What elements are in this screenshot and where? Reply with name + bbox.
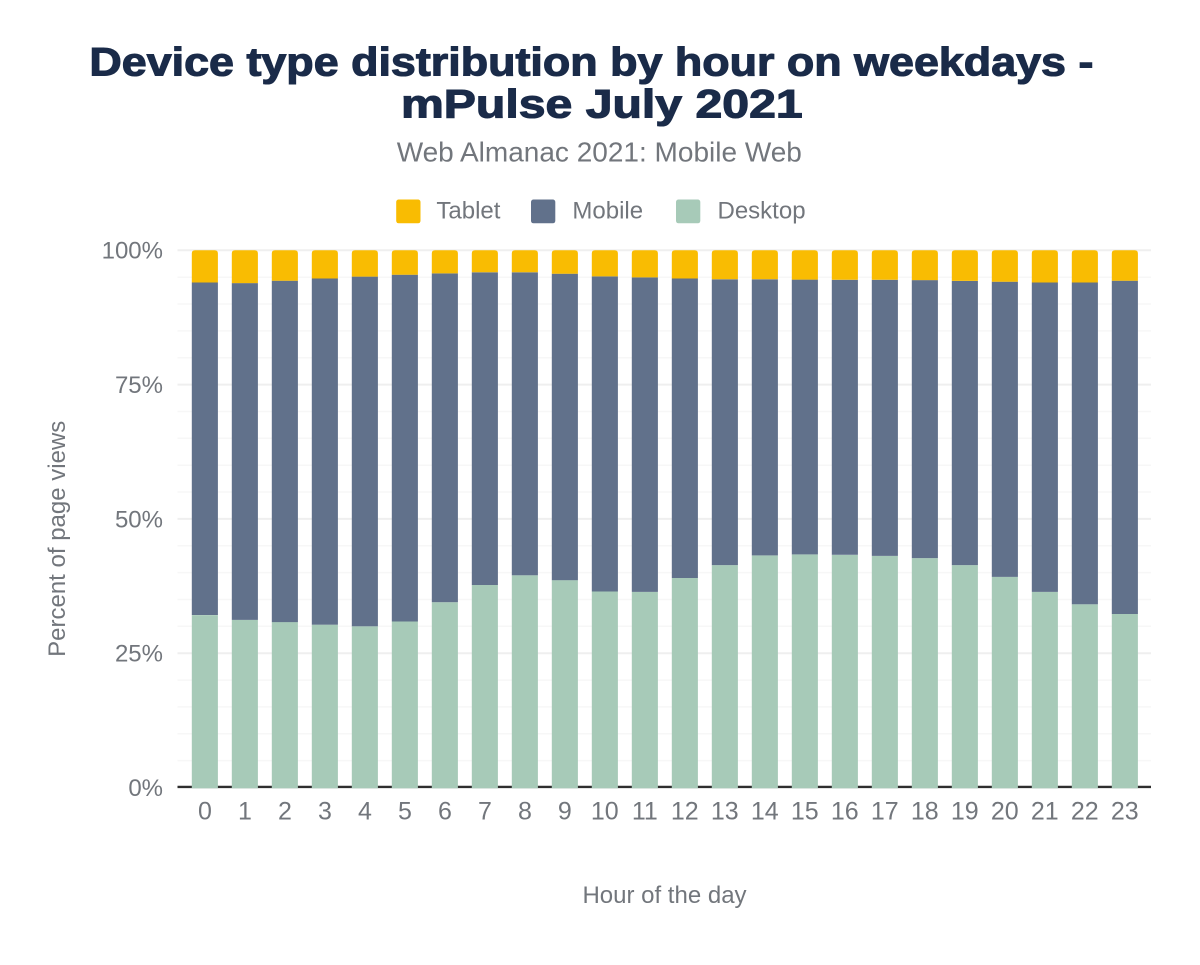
- svg-text:17: 17: [871, 797, 899, 825]
- svg-text:3: 3: [318, 797, 332, 825]
- svg-text:15: 15: [791, 797, 819, 825]
- svg-text:13: 13: [711, 797, 739, 825]
- svg-text:0: 0: [198, 797, 212, 825]
- svg-text:22: 22: [1071, 797, 1099, 825]
- svg-text:8: 8: [518, 797, 532, 825]
- svg-text:20: 20: [991, 797, 1019, 825]
- svg-text:21: 21: [1031, 797, 1059, 825]
- svg-text:18: 18: [911, 797, 939, 825]
- svg-text:75%: 75%: [115, 372, 163, 399]
- svg-text:7: 7: [478, 797, 492, 825]
- svg-text:1: 1: [238, 797, 252, 825]
- svg-text:5: 5: [398, 797, 412, 825]
- svg-text:Percent of page views: Percent of page views: [44, 421, 71, 657]
- svg-text:25%: 25%: [115, 641, 163, 668]
- svg-text:Mobile: Mobile: [572, 197, 643, 224]
- svg-text:12: 12: [671, 797, 699, 825]
- svg-text:9: 9: [558, 797, 572, 825]
- svg-text:mPulse July 2021: mPulse July 2021: [401, 83, 803, 127]
- svg-text:Tablet: Tablet: [436, 197, 500, 224]
- svg-text:19: 19: [951, 797, 979, 825]
- svg-text:23: 23: [1111, 797, 1139, 825]
- svg-text:Device type distribution by ho: Device type distribution by hour on week…: [89, 40, 1093, 84]
- svg-text:11: 11: [632, 797, 658, 825]
- svg-text:Desktop: Desktop: [718, 197, 806, 224]
- svg-text:0%: 0%: [128, 775, 163, 802]
- svg-text:6: 6: [438, 797, 452, 825]
- svg-text:50%: 50%: [115, 506, 163, 533]
- svg-text:16: 16: [831, 797, 859, 825]
- svg-text:Web Almanac 2021: Mobile Web: Web Almanac 2021: Mobile Web: [397, 137, 802, 168]
- svg-text:4: 4: [358, 797, 372, 825]
- svg-text:100%: 100%: [102, 238, 163, 265]
- svg-text:10: 10: [591, 797, 619, 825]
- svg-text:14: 14: [751, 797, 779, 825]
- svg-text:Hour of the day: Hour of the day: [582, 882, 746, 909]
- svg-text:2: 2: [278, 797, 292, 825]
